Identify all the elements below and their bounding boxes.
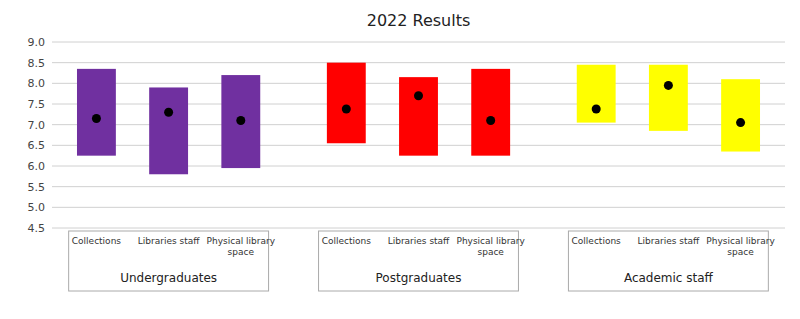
- category-label: Libraries staff: [138, 236, 200, 246]
- y-tick-label: 5.5: [28, 181, 46, 194]
- category-label: Collections: [572, 236, 622, 246]
- category-label: Collections: [72, 236, 122, 246]
- dot: [664, 81, 673, 90]
- y-tick-label: 8.0: [28, 77, 46, 90]
- grid-line: [52, 42, 785, 43]
- dot: [414, 91, 423, 100]
- y-tick-label: 7.0: [28, 119, 46, 132]
- range-bar: [577, 65, 616, 123]
- category-label: Physical libraryspace: [207, 236, 276, 257]
- chart: 2022 Results 4.5 5.0 5.5 6.0 6.5 7.0 7.5 8.0 8.5 9…: [0, 0, 800, 319]
- range-bar: [471, 69, 510, 156]
- y-tick-label: 5.0: [28, 201, 46, 214]
- grid-line: [52, 228, 785, 229]
- range-bar: [221, 75, 260, 168]
- category-label: Physical libraryspace: [706, 236, 775, 257]
- dot: [236, 116, 245, 125]
- group-label: Academic staff: [624, 271, 714, 285]
- range-bar: [149, 87, 188, 174]
- range-bar: [399, 77, 438, 156]
- y-tick-label: 6.5: [28, 139, 46, 152]
- range-bar: [77, 69, 116, 156]
- grid-line: [52, 207, 785, 208]
- y-tick-label: 9.0: [28, 36, 46, 49]
- range-bar: [327, 63, 366, 144]
- dot: [164, 108, 173, 117]
- range-bar: [649, 65, 688, 131]
- range-bar: [721, 79, 760, 151]
- category-label: Libraries staff: [388, 236, 450, 246]
- category-label: Physical libraryspace: [456, 236, 525, 257]
- group-label: Undergraduates: [120, 271, 217, 285]
- dot: [486, 116, 495, 125]
- category-label: Collections: [322, 236, 372, 246]
- group-label: Postgraduates: [376, 271, 462, 285]
- y-tick-label: 4.5: [28, 222, 46, 235]
- plot-area: [77, 63, 760, 175]
- dot: [92, 114, 101, 123]
- y-tick-label: 8.5: [28, 57, 46, 70]
- grid-line: [52, 62, 785, 63]
- dot: [736, 118, 745, 127]
- dot: [342, 104, 351, 113]
- title: 2022 Results: [367, 11, 471, 30]
- y-tick-label: 7.5: [28, 98, 46, 111]
- grid-line: [52, 186, 785, 187]
- y-tick-label: 6.0: [28, 160, 46, 173]
- category-label: Libraries staff: [638, 236, 700, 246]
- dot: [592, 104, 601, 113]
